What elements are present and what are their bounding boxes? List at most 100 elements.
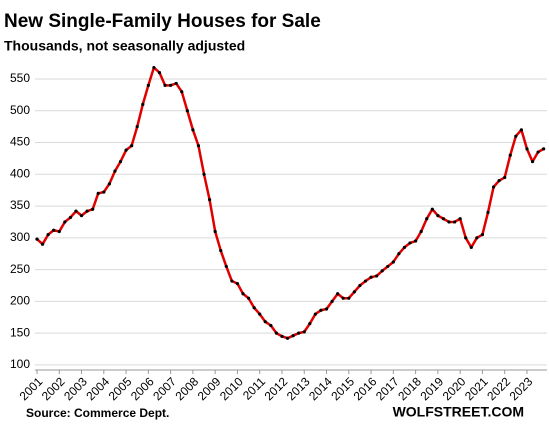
y-tick-label: 450 [10,135,30,149]
point [297,331,301,335]
point [464,236,468,240]
point [35,237,39,241]
point [508,153,512,157]
point [313,312,317,316]
point [441,217,446,221]
point [102,190,106,194]
point [308,322,312,326]
x-tick-label: 2019 [417,374,446,403]
point [363,279,368,283]
point [213,229,217,234]
point [85,209,89,213]
x-tick-label: 2013 [284,374,313,403]
x-tick-label: 2014 [306,374,335,403]
point [285,336,290,340]
point [497,179,501,183]
point [330,299,334,303]
point [263,320,267,324]
point [491,185,496,189]
point [157,71,162,75]
point [386,264,390,269]
point [324,307,329,311]
y-tick-label: 500 [10,103,30,117]
x-tick-label: 2004 [83,374,112,403]
point [536,150,540,154]
point [291,334,295,338]
point [40,242,45,246]
point [397,252,401,256]
point [469,245,473,249]
point [135,125,139,129]
x-tick-label: 2011 [240,374,268,402]
x-tick-label: 2001 [17,374,46,403]
x-tick-label: 2023 [507,374,536,403]
point [402,245,407,249]
point [202,172,206,176]
point [419,229,423,234]
point [219,248,223,253]
point [169,83,173,87]
x-tick-label: 2016 [351,374,380,403]
point [46,233,50,237]
point [246,296,251,300]
point [369,275,373,279]
point [91,207,95,211]
point [480,233,485,237]
x-tick-label: 2009 [195,374,224,403]
point [341,296,345,300]
point [185,109,189,113]
point [63,220,67,224]
point [519,128,523,132]
x-tick-label: 2006 [128,374,157,403]
point [118,159,123,164]
point [414,239,418,243]
y-tick-label: 400 [10,166,30,180]
point [79,213,84,218]
point [525,147,529,151]
point [436,213,440,218]
x-tick-label: 2008 [172,374,201,403]
y-tick-label: 250 [10,262,30,276]
point [113,169,117,173]
point [180,90,184,94]
point [458,217,462,221]
point [96,191,100,195]
point [391,260,395,264]
point [347,296,351,300]
point [274,331,279,335]
chart-title: New Single-Family Houses for Sale [4,11,321,32]
point [269,323,273,328]
brand: WOLFSTREET.COM [393,404,524,420]
point [430,207,434,211]
point [280,334,284,338]
point [336,292,340,296]
x-tick-label: 2012 [262,374,291,403]
point [542,147,546,151]
point [52,228,56,232]
x-tick-label: 2018 [395,374,424,403]
x-tick-label: 2017 [373,374,402,403]
x-tick-label: 2002 [39,374,68,403]
point [503,175,507,180]
x-tick-label: 2003 [61,374,90,403]
point [319,308,323,312]
x-tick-label: 2015 [328,374,357,403]
y-tick-label: 150 [10,325,30,339]
point [196,144,201,148]
point [191,128,195,132]
point [252,306,256,310]
y-tick-label: 350 [10,198,30,212]
point [447,220,451,224]
point [124,148,128,152]
point [514,134,518,138]
point [235,281,240,286]
y-tick-label: 200 [10,294,30,308]
point [68,215,73,220]
point [207,198,212,202]
point [224,264,228,269]
series-line [36,66,545,340]
point [152,65,156,70]
y-tick-label: 550 [10,71,30,85]
point [163,83,167,87]
point [452,220,457,224]
